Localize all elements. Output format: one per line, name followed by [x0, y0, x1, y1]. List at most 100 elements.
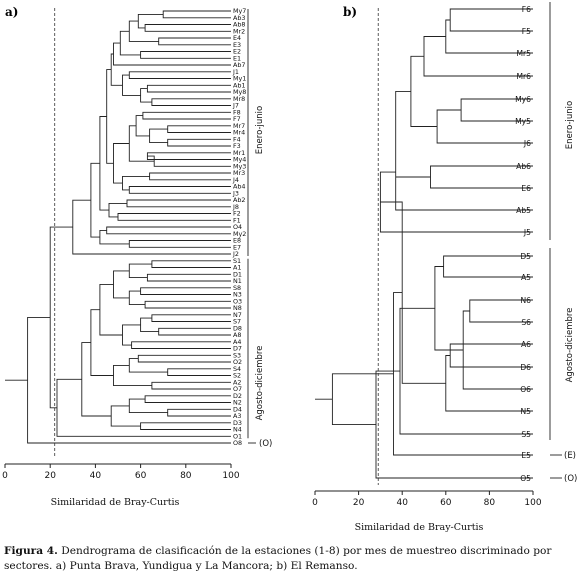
group-label-a-enero-junio: Enero-junio	[255, 106, 265, 154]
leaf-label-a-O7: O7	[233, 385, 242, 393]
leaf-label-a-My3: My3	[233, 162, 246, 170]
leaf-label-a-D1: D1	[233, 270, 242, 278]
leaf-label-a-F2: F2	[233, 210, 241, 218]
leaf-label-b-J5: J5	[523, 228, 531, 237]
leaf-label-a-N7: N7	[233, 311, 242, 319]
leaf-label-a-S1: S1	[233, 257, 241, 265]
leaf-label-a-J2: J2	[232, 250, 239, 258]
leaf-label-a-Ab1: Ab1	[233, 81, 246, 89]
leaf-label-b-My5: My5	[515, 117, 531, 126]
leaf-label-a-Ab8: Ab8	[233, 21, 246, 29]
x-tick-label-a-0: 0	[2, 471, 8, 481]
leaf-label-a-F4: F4	[233, 135, 241, 143]
dendrogram-panel-a: My7Ab3Ab8Mr2E4E3E2E1Ab7J1My1Ab1My8Mr8J7F…	[2, 5, 272, 508]
leaf-label-a-Mr3: Mr3	[233, 169, 245, 177]
leaf-label-b-E5: E5	[521, 451, 531, 460]
leaf-label-a-O3: O3	[233, 297, 242, 305]
leaf-label-b-Mr6: Mr6	[516, 72, 531, 81]
x-axis-title-b: Similaridad de Bray-Curtis	[355, 522, 484, 533]
leaf-label-b-N6: N6	[520, 296, 531, 305]
leaf-label-a-Ab4: Ab4	[233, 183, 246, 191]
dendrogram-a-branches	[5, 10, 231, 444]
leaf-label-a-A2: A2	[233, 378, 241, 386]
leaf-label-a-D2: D2	[233, 392, 242, 400]
group-label-a-agosto-diciembre: Agosto-diciembre	[255, 346, 265, 421]
leaf-label-a-E4: E4	[233, 34, 241, 42]
group-label-b-o: (O)	[564, 474, 577, 484]
leaf-label-a-J3: J3	[232, 189, 239, 197]
leaf-label-a-S3: S3	[233, 351, 241, 359]
x-tick-label-b-80: 80	[484, 498, 496, 508]
leaf-label-b-J6: J6	[523, 139, 531, 148]
leaf-label-a-D3: D3	[233, 419, 242, 427]
caption-text: Dendrograma de clasificación de la estac…	[4, 545, 552, 572]
leaf-label-a-N1: N1	[233, 277, 242, 285]
leaf-label-b-E6: E6	[521, 184, 531, 193]
leaf-label-a-N8: N8	[233, 304, 242, 312]
leaf-label-a-N4: N4	[233, 426, 242, 434]
leaf-label-b-Ab5: Ab5	[516, 206, 531, 215]
x-tick-label-a-60: 60	[135, 471, 147, 481]
leaf-label-a-My4: My4	[233, 156, 246, 164]
dendrogram-b-branches	[315, 8, 533, 479]
leaf-label-a-A8: A8	[233, 331, 241, 339]
leaf-label-a-S7: S7	[233, 318, 241, 326]
leaf-label-a-E1: E1	[233, 54, 241, 62]
leaf-label-a-Ab7: Ab7	[233, 61, 246, 69]
leaf-label-a-J8: J8	[232, 203, 239, 211]
leaf-label-b-F5: F5	[522, 27, 531, 36]
leaf-label-a-E2: E2	[233, 48, 241, 56]
group-label-a-o: (O)	[259, 439, 272, 449]
leaf-label-a-F1: F1	[233, 216, 241, 224]
dendrogram-panel-b: F6 F5 Mr5 Mr6 My6 My5 J6 Ab6 E6 Ab5 J5 D5 A5 N6 S6 A6 D6…	[312, 2, 577, 533]
leaf-label-a-A1: A1	[233, 264, 241, 272]
leaf-label-a-S2: S2	[233, 372, 241, 380]
caption-figure-number: Figura 4.	[4, 545, 58, 557]
leaf-label-a-S4: S4	[233, 365, 241, 373]
leaf-label-a-O1: O1	[233, 432, 242, 440]
leaf-label-a-My7: My7	[233, 7, 246, 15]
leaf-label-a-My8: My8	[233, 88, 246, 96]
group-label-b-enero-junio: Enero-junio	[565, 101, 575, 149]
leaf-label-a-J1: J1	[232, 68, 239, 76]
leaf-label-a-F8: F8	[233, 108, 241, 116]
leaf-label-b-A5: A5	[521, 273, 531, 282]
leaf-label-a-D7: D7	[233, 345, 242, 353]
leaf-label-a-O8: O8	[233, 439, 242, 447]
leaf-label-a-E7: E7	[233, 243, 241, 251]
group-label-b-agosto-diciembre: Agosto-diciembre	[565, 308, 575, 383]
leaf-label-a-D4: D4	[233, 405, 242, 413]
x-axis-title-a: Similaridad de Bray-Curtis	[51, 497, 180, 508]
panel-b-tag: b)	[343, 5, 357, 19]
x-tick-label-b-20: 20	[353, 498, 365, 508]
leaf-label-a-E8: E8	[233, 237, 241, 245]
x-tick-label-b-40: 40	[396, 498, 408, 508]
leaf-label-a-My1: My1	[233, 75, 246, 83]
leaf-label-b-A6: A6	[521, 340, 531, 349]
leaf-label-a-Ab2: Ab2	[233, 196, 246, 204]
leaf-label-a-Ab3: Ab3	[233, 14, 246, 22]
leaf-label-a-Mr4: Mr4	[233, 129, 245, 137]
leaf-label-b-Ab6: Ab6	[516, 162, 531, 171]
leaf-label-b-S6: S6	[521, 318, 531, 327]
x-tick-label-b-0: 0	[312, 498, 318, 508]
leaf-label-a-A4: A4	[233, 338, 241, 346]
leaf-label-a-F3: F3	[233, 142, 241, 150]
leaf-label-b-O5: O5	[520, 474, 531, 483]
leaf-label-a-Mr1: Mr1	[233, 149, 245, 157]
x-tick-label-a-80: 80	[180, 471, 192, 481]
x-tick-label-b-100: 100	[524, 498, 541, 508]
panel-a-tag: a)	[5, 5, 18, 19]
leaf-label-b-D6: D6	[520, 363, 531, 372]
leaf-label-b-My6: My6	[515, 95, 531, 104]
leaf-label-a-O4: O4	[233, 223, 242, 231]
x-tick-label-a-20: 20	[44, 471, 56, 481]
leaf-label-b-F6: F6	[522, 5, 531, 14]
leaf-label-a-J7: J7	[232, 102, 239, 110]
x-tick-label-b-60: 60	[440, 498, 452, 508]
leaf-label-a-Mr8: Mr8	[233, 95, 245, 103]
leaf-label-a-Mr7: Mr7	[233, 122, 245, 130]
leaf-label-b-N5: N5	[520, 407, 531, 416]
leaf-label-a-O2: O2	[233, 358, 242, 366]
